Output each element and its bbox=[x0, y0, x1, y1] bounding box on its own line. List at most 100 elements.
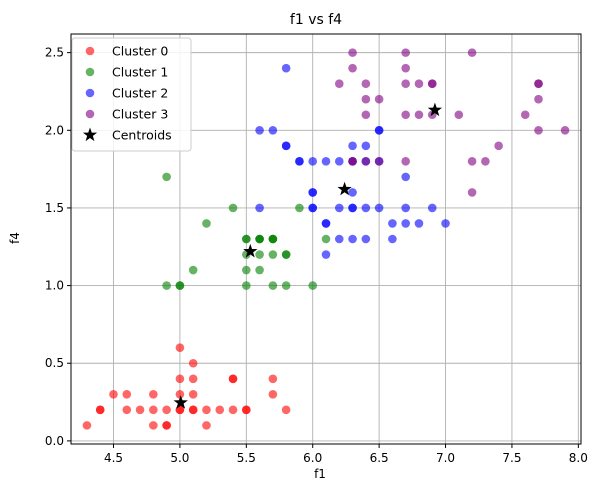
data-point bbox=[135, 405, 145, 415]
data-point bbox=[361, 157, 371, 166]
data-point bbox=[188, 405, 198, 415]
data-point bbox=[441, 219, 450, 228]
legend-marker bbox=[85, 109, 95, 119]
data-point bbox=[268, 374, 278, 384]
data-point bbox=[401, 63, 410, 73]
data-point bbox=[175, 343, 185, 353]
x-tick-label: 4.5 bbox=[104, 451, 123, 465]
centroid-star bbox=[337, 181, 352, 196]
data-point bbox=[162, 172, 171, 182]
legend-marker bbox=[82, 127, 98, 142]
data-point bbox=[188, 390, 198, 399]
data-point bbox=[162, 405, 171, 415]
data-point bbox=[281, 141, 291, 151]
data-point bbox=[268, 234, 278, 244]
data-point bbox=[308, 157, 318, 166]
data-point bbox=[281, 63, 291, 73]
data-point bbox=[401, 172, 410, 182]
data-point bbox=[162, 281, 171, 290]
series-cluster-2 bbox=[255, 63, 450, 259]
series-cluster-0 bbox=[82, 343, 291, 430]
data-point bbox=[308, 203, 318, 213]
data-point bbox=[334, 79, 344, 88]
data-point bbox=[308, 188, 318, 197]
y-axis-label: f4 bbox=[8, 232, 22, 244]
data-point bbox=[122, 405, 132, 415]
legend-entry-label: Cluster 3 bbox=[112, 107, 168, 122]
data-point bbox=[534, 125, 543, 135]
data-point bbox=[188, 358, 198, 368]
data-point bbox=[281, 405, 291, 415]
data-points bbox=[82, 48, 570, 430]
data-point bbox=[401, 157, 410, 166]
data-point bbox=[401, 48, 410, 57]
data-point bbox=[255, 125, 264, 135]
data-point bbox=[374, 157, 384, 166]
data-point bbox=[202, 219, 211, 228]
data-point bbox=[494, 141, 503, 151]
data-point bbox=[467, 188, 477, 197]
data-point bbox=[348, 48, 357, 57]
centroid-star bbox=[173, 395, 188, 409]
data-point bbox=[268, 281, 278, 290]
data-point bbox=[242, 405, 251, 415]
data-point bbox=[401, 203, 410, 213]
data-point bbox=[175, 281, 185, 290]
plot-frame bbox=[70, 33, 582, 445]
data-point bbox=[374, 203, 384, 213]
data-point bbox=[268, 125, 278, 135]
y-tick-label: 0.5 bbox=[45, 356, 64, 370]
data-point bbox=[308, 281, 318, 290]
data-point bbox=[361, 141, 371, 151]
y-tick-label: 2.5 bbox=[45, 46, 64, 60]
centroid-star bbox=[427, 102, 443, 117]
data-point bbox=[401, 219, 410, 228]
data-point bbox=[348, 157, 357, 166]
grid bbox=[71, 34, 581, 444]
data-point bbox=[122, 390, 132, 399]
legend-box bbox=[71, 37, 192, 152]
data-point bbox=[348, 141, 357, 151]
data-point bbox=[414, 79, 424, 88]
y-tick-label: 1.5 bbox=[45, 201, 64, 215]
data-point bbox=[321, 250, 331, 259]
legend-entry-label: Cluster 0 bbox=[112, 44, 168, 59]
data-point bbox=[295, 157, 304, 166]
data-point bbox=[467, 157, 477, 166]
data-point bbox=[388, 234, 397, 244]
data-point bbox=[321, 234, 331, 244]
data-point bbox=[414, 110, 424, 120]
data-point bbox=[321, 219, 331, 228]
data-point bbox=[228, 203, 238, 213]
data-point bbox=[82, 421, 92, 430]
data-point bbox=[361, 94, 371, 104]
data-point bbox=[202, 405, 211, 415]
data-point bbox=[348, 63, 357, 73]
data-point bbox=[361, 79, 371, 88]
x-tick-label: 5.0 bbox=[170, 451, 189, 465]
x-tick-label: 7.0 bbox=[436, 451, 455, 465]
x-tick-label: 6.5 bbox=[370, 451, 389, 465]
data-point bbox=[374, 125, 384, 135]
data-point bbox=[109, 390, 118, 399]
y-tick-label: 1.0 bbox=[45, 279, 64, 293]
data-point bbox=[295, 203, 304, 213]
data-point bbox=[149, 390, 158, 399]
legend-marker bbox=[85, 67, 95, 77]
y-axis-ticks: 0.0 0.5 1.0 1.5 2.0 2.5 bbox=[45, 46, 71, 448]
data-point bbox=[520, 110, 530, 120]
data-point bbox=[281, 281, 291, 290]
legend-entry-label: Centroids bbox=[112, 128, 172, 143]
data-point bbox=[242, 281, 251, 290]
data-point bbox=[361, 203, 371, 213]
data-point bbox=[334, 203, 344, 213]
data-point bbox=[268, 250, 278, 259]
legend-marker bbox=[85, 88, 95, 98]
legend-marker bbox=[85, 46, 95, 56]
data-point bbox=[268, 390, 278, 399]
x-tick-label: 7.5 bbox=[502, 451, 521, 465]
data-point bbox=[334, 157, 344, 166]
data-point bbox=[454, 110, 464, 120]
data-point bbox=[348, 188, 357, 197]
